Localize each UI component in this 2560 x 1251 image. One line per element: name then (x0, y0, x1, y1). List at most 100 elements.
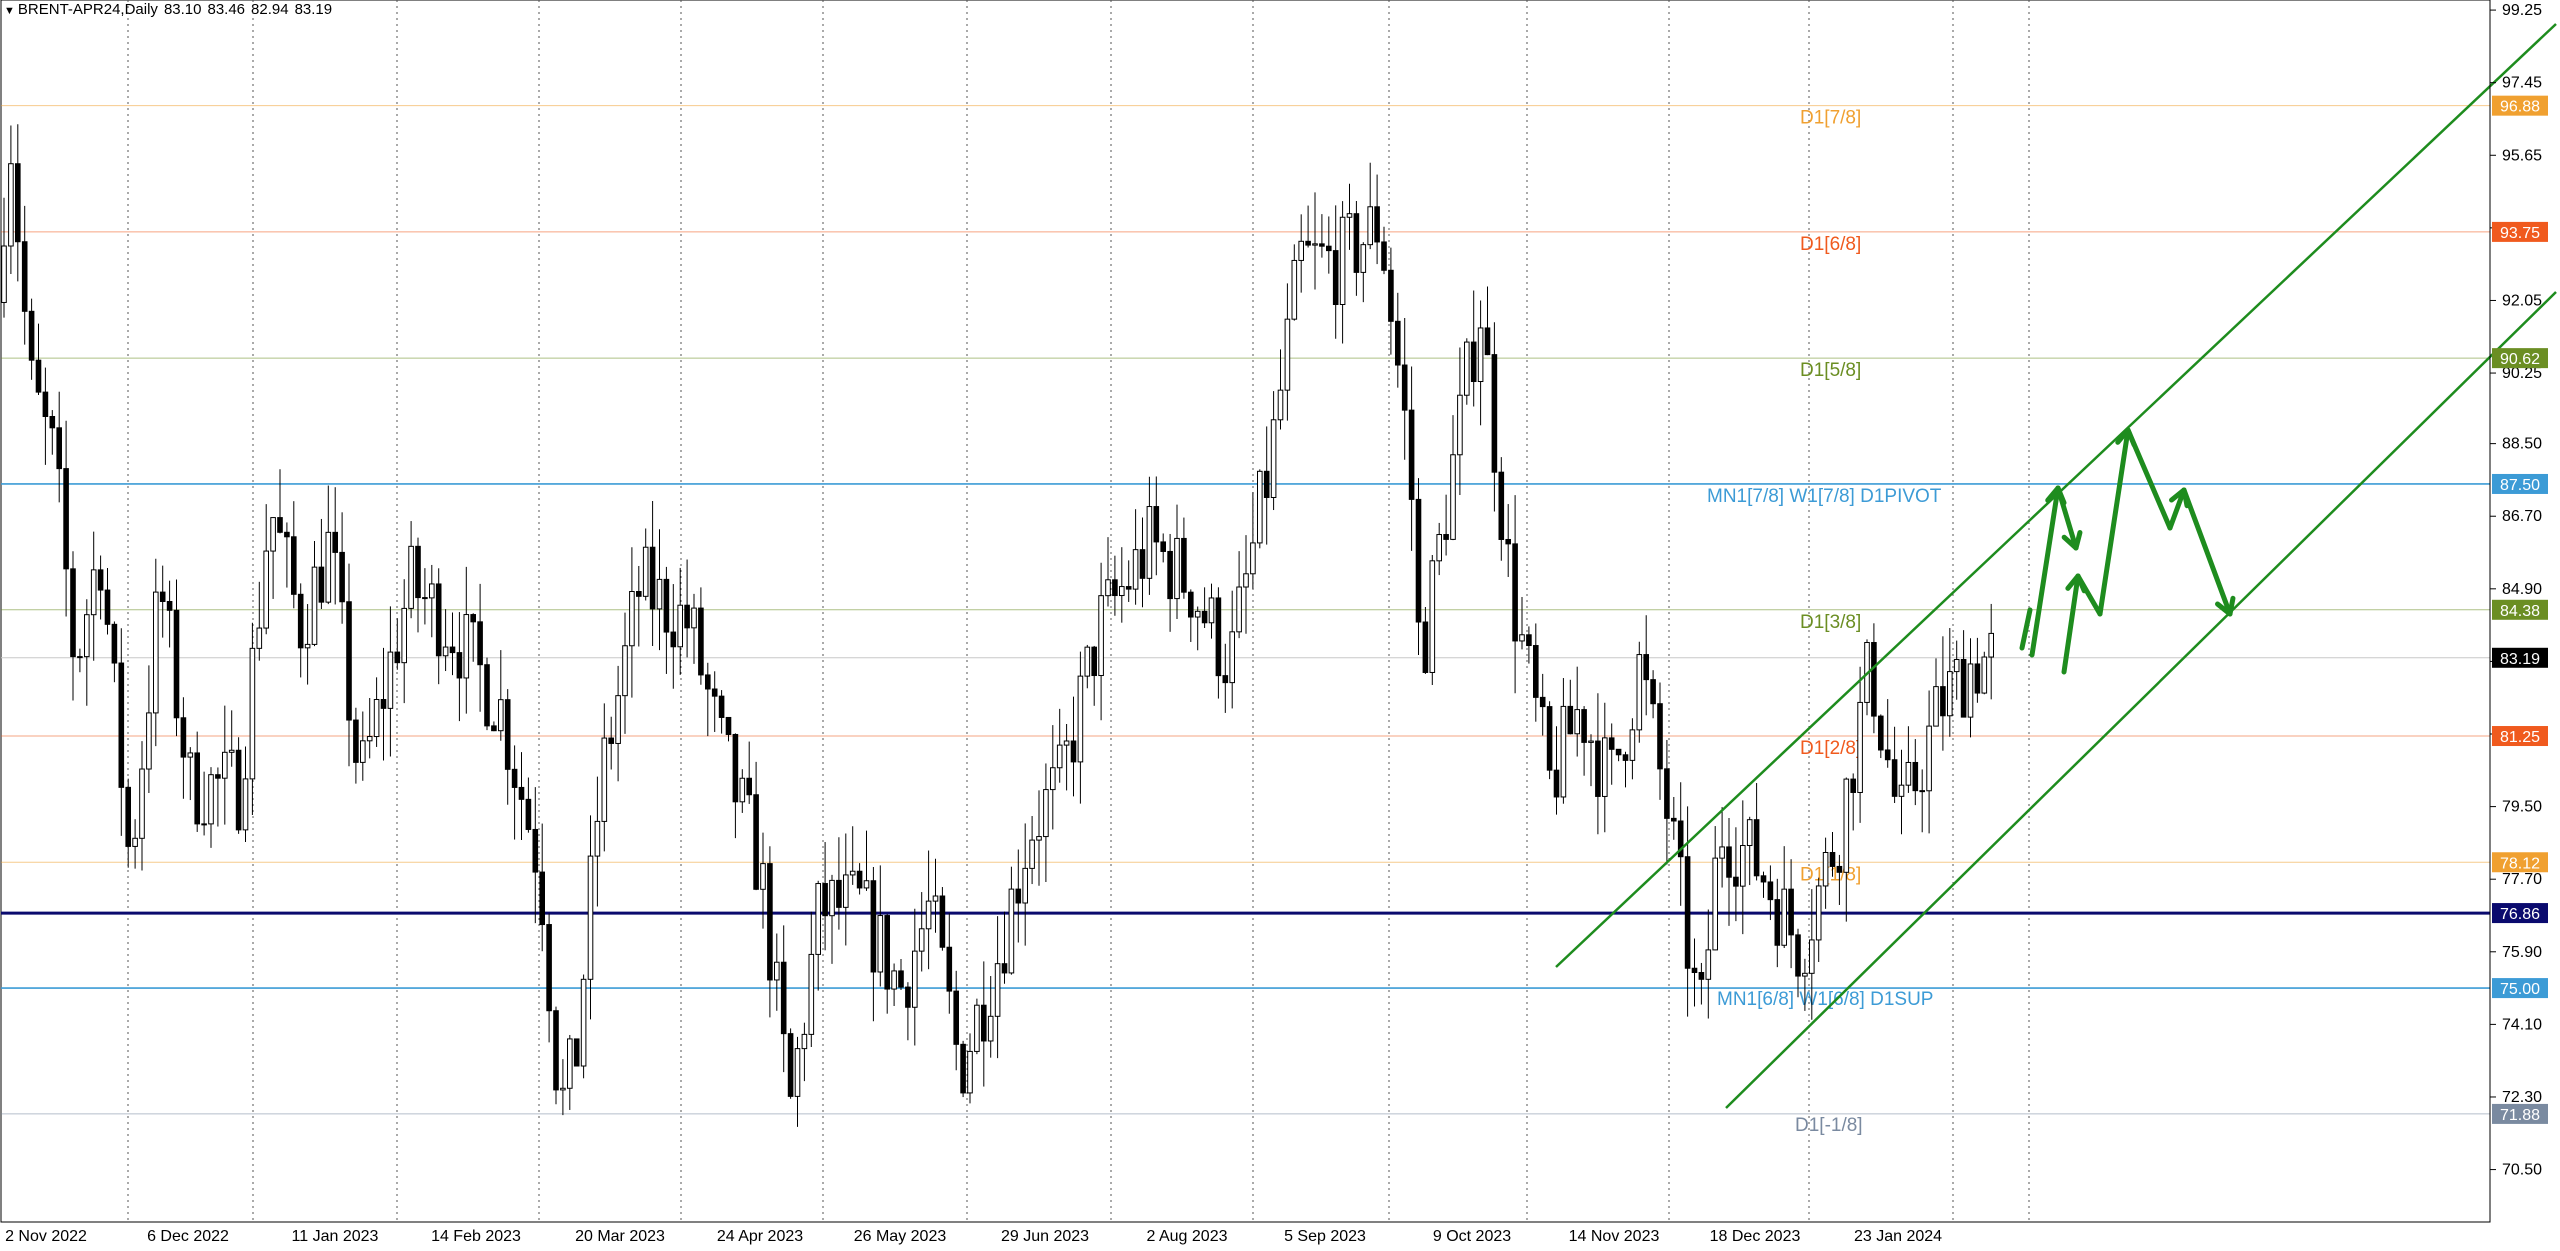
channel-lower (1725, 291, 2557, 1109)
price-tick-label: 84.90 (2502, 581, 2542, 598)
candle-bear (1374, 206, 1380, 243)
candle-bear (1774, 899, 1781, 946)
level-price-tag (2492, 599, 2548, 620)
candle-bull (1298, 240, 1305, 261)
candle-bull (1360, 244, 1367, 273)
candle-bull (187, 752, 194, 758)
dropdown-triangle-icon[interactable]: ▼ (4, 5, 15, 17)
level-label: D1[5/8] (1800, 360, 1861, 381)
candle-bull (615, 695, 621, 744)
candle-bull (325, 531, 332, 603)
candle-bear (1326, 245, 1332, 252)
candle-bull (1146, 506, 1153, 579)
candle-bear (346, 601, 352, 721)
candle-bull (1029, 839, 1035, 869)
candle-bear (484, 664, 490, 727)
candle-bear (905, 986, 911, 1008)
candle-bear (1677, 820, 1684, 858)
candle-bear (725, 716, 732, 735)
candle-bear (1891, 759, 1898, 797)
candle-bull (1257, 470, 1263, 544)
candle-bear (684, 604, 690, 629)
candle-bull (1084, 646, 1091, 677)
candle-bear (1408, 409, 1415, 500)
candle-bear (1567, 705, 1574, 735)
level-price-tag (2492, 852, 2548, 873)
candle-bear (1153, 506, 1160, 543)
candle-bear (63, 468, 69, 570)
level-price-tag (2492, 348, 2548, 369)
candle-bull (1077, 675, 1084, 763)
level-label: D1[3/8] (1800, 612, 1861, 633)
candle-bear (194, 752, 200, 825)
candle-bear (898, 970, 904, 988)
candle-bull (580, 978, 587, 1067)
candle-bear (1001, 963, 1008, 974)
candle-bear (870, 880, 877, 973)
candle-bear (1871, 642, 1877, 717)
candle-bear (42, 391, 49, 418)
symbol-label: BRENT-APR24,Daily (17, 1, 158, 18)
candle-bear (449, 646, 456, 654)
candle-bull (208, 774, 214, 825)
level-price-tag (2492, 903, 2548, 924)
candle-bear (1112, 579, 1118, 597)
candle-bear (422, 597, 428, 600)
price-tick-label: 86.70 (2502, 508, 2542, 525)
price-tick-label: 99.25 (2502, 2, 2542, 19)
candle-bear (470, 614, 476, 623)
candle-bull (1947, 671, 1953, 717)
candle-bear (1684, 856, 1691, 969)
candle-bear (1160, 541, 1167, 552)
candle-bull (891, 970, 897, 990)
candle-bull (442, 646, 449, 657)
candle-bull (1746, 819, 1753, 847)
price-tick-label: 90.25 (2502, 365, 2542, 382)
candle-bull (967, 1050, 973, 1094)
candle-bear (173, 609, 180, 719)
candle-bear (118, 662, 125, 788)
candle-bull (1898, 784, 1905, 797)
arrow-head (2065, 573, 2087, 594)
candle-bull (1277, 389, 1284, 421)
candle-bear (49, 416, 56, 429)
arrow-head (2061, 529, 2083, 551)
candle-bull (256, 627, 263, 649)
candle-bull (1339, 216, 1346, 306)
candle-bear (1553, 769, 1560, 798)
arrow-start (2019, 607, 2033, 651)
candle-bear (636, 591, 642, 597)
candle-bull (1588, 740, 1594, 743)
candle-bear (332, 531, 338, 553)
level-price-label: 87.50 (2500, 477, 2540, 494)
candle-bear (539, 871, 546, 926)
candle-bull (498, 699, 504, 732)
close-value: 83.19 (294, 1, 333, 18)
candle-bear (1388, 269, 1394, 322)
candle-bull (1132, 549, 1139, 590)
candle-bear (1263, 470, 1270, 498)
level-label: D1[-1/8] (1795, 1115, 1863, 1136)
candle-bear (318, 566, 325, 603)
candle-bull (1636, 654, 1643, 731)
candle-bull (1519, 634, 1525, 642)
current-price-tag (2492, 647, 2548, 668)
time-tick-label: 11 Jan 2023 (292, 1228, 379, 1245)
candle-bear (21, 241, 28, 312)
candle-bear (1691, 967, 1698, 974)
candle-bear (705, 674, 711, 690)
candle-bear (1139, 549, 1146, 579)
candle-bull (560, 1087, 566, 1091)
candle-bear (291, 536, 297, 595)
time-tick-label: 5 Sep 2023 (1284, 1228, 1366, 1245)
candle-bear (1698, 972, 1705, 980)
arrow-8 (2181, 487, 2233, 617)
candle-bear (608, 737, 615, 744)
time-tick-label: 29 Jun 2023 (1001, 1228, 1089, 1245)
candle-bull (249, 647, 256, 780)
candle-bull (1284, 318, 1291, 391)
candle-bull (1063, 740, 1070, 746)
candle-bear (1319, 243, 1325, 247)
price-axis: 99.2597.4595.6593.8592.0590.2588.5086.70… (2489, 0, 2548, 1222)
